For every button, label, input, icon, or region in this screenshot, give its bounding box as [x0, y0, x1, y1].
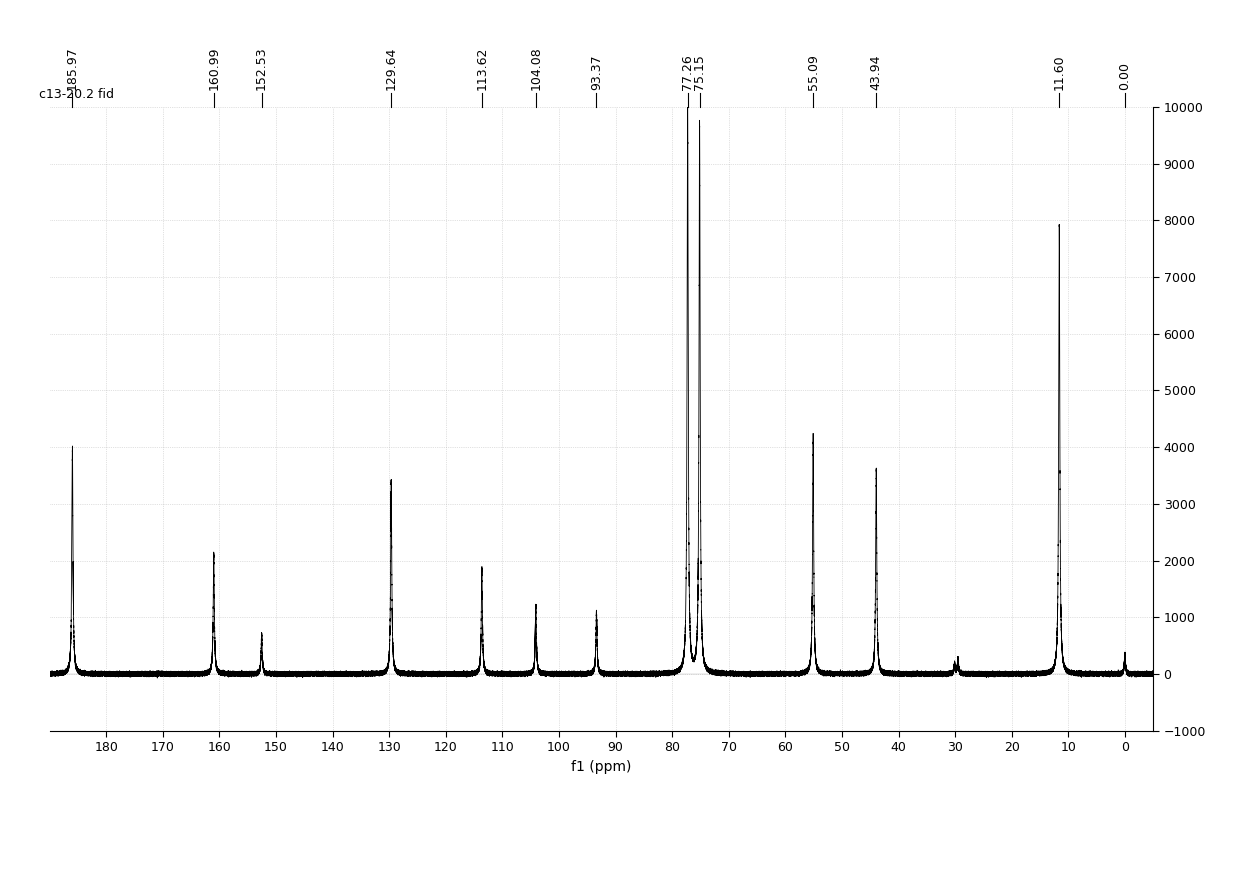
- Text: 75.15: 75.15: [693, 54, 706, 90]
- Text: 43.94: 43.94: [869, 54, 883, 90]
- Text: 11.60: 11.60: [1053, 54, 1065, 90]
- Text: 55.09: 55.09: [807, 54, 820, 90]
- Text: 160.99: 160.99: [207, 46, 221, 90]
- Text: 93.37: 93.37: [590, 54, 603, 90]
- Text: 185.97: 185.97: [66, 46, 79, 90]
- Text: 129.64: 129.64: [384, 46, 398, 90]
- Text: 0.00: 0.00: [1118, 62, 1131, 90]
- Text: 152.53: 152.53: [255, 46, 268, 90]
- X-axis label: f1 (ppm): f1 (ppm): [572, 760, 631, 773]
- Text: 104.08: 104.08: [529, 46, 542, 90]
- Text: c13-20.2 fid: c13-20.2 fid: [38, 87, 114, 101]
- Text: 77.26: 77.26: [681, 54, 694, 90]
- Text: 113.62: 113.62: [475, 46, 489, 90]
